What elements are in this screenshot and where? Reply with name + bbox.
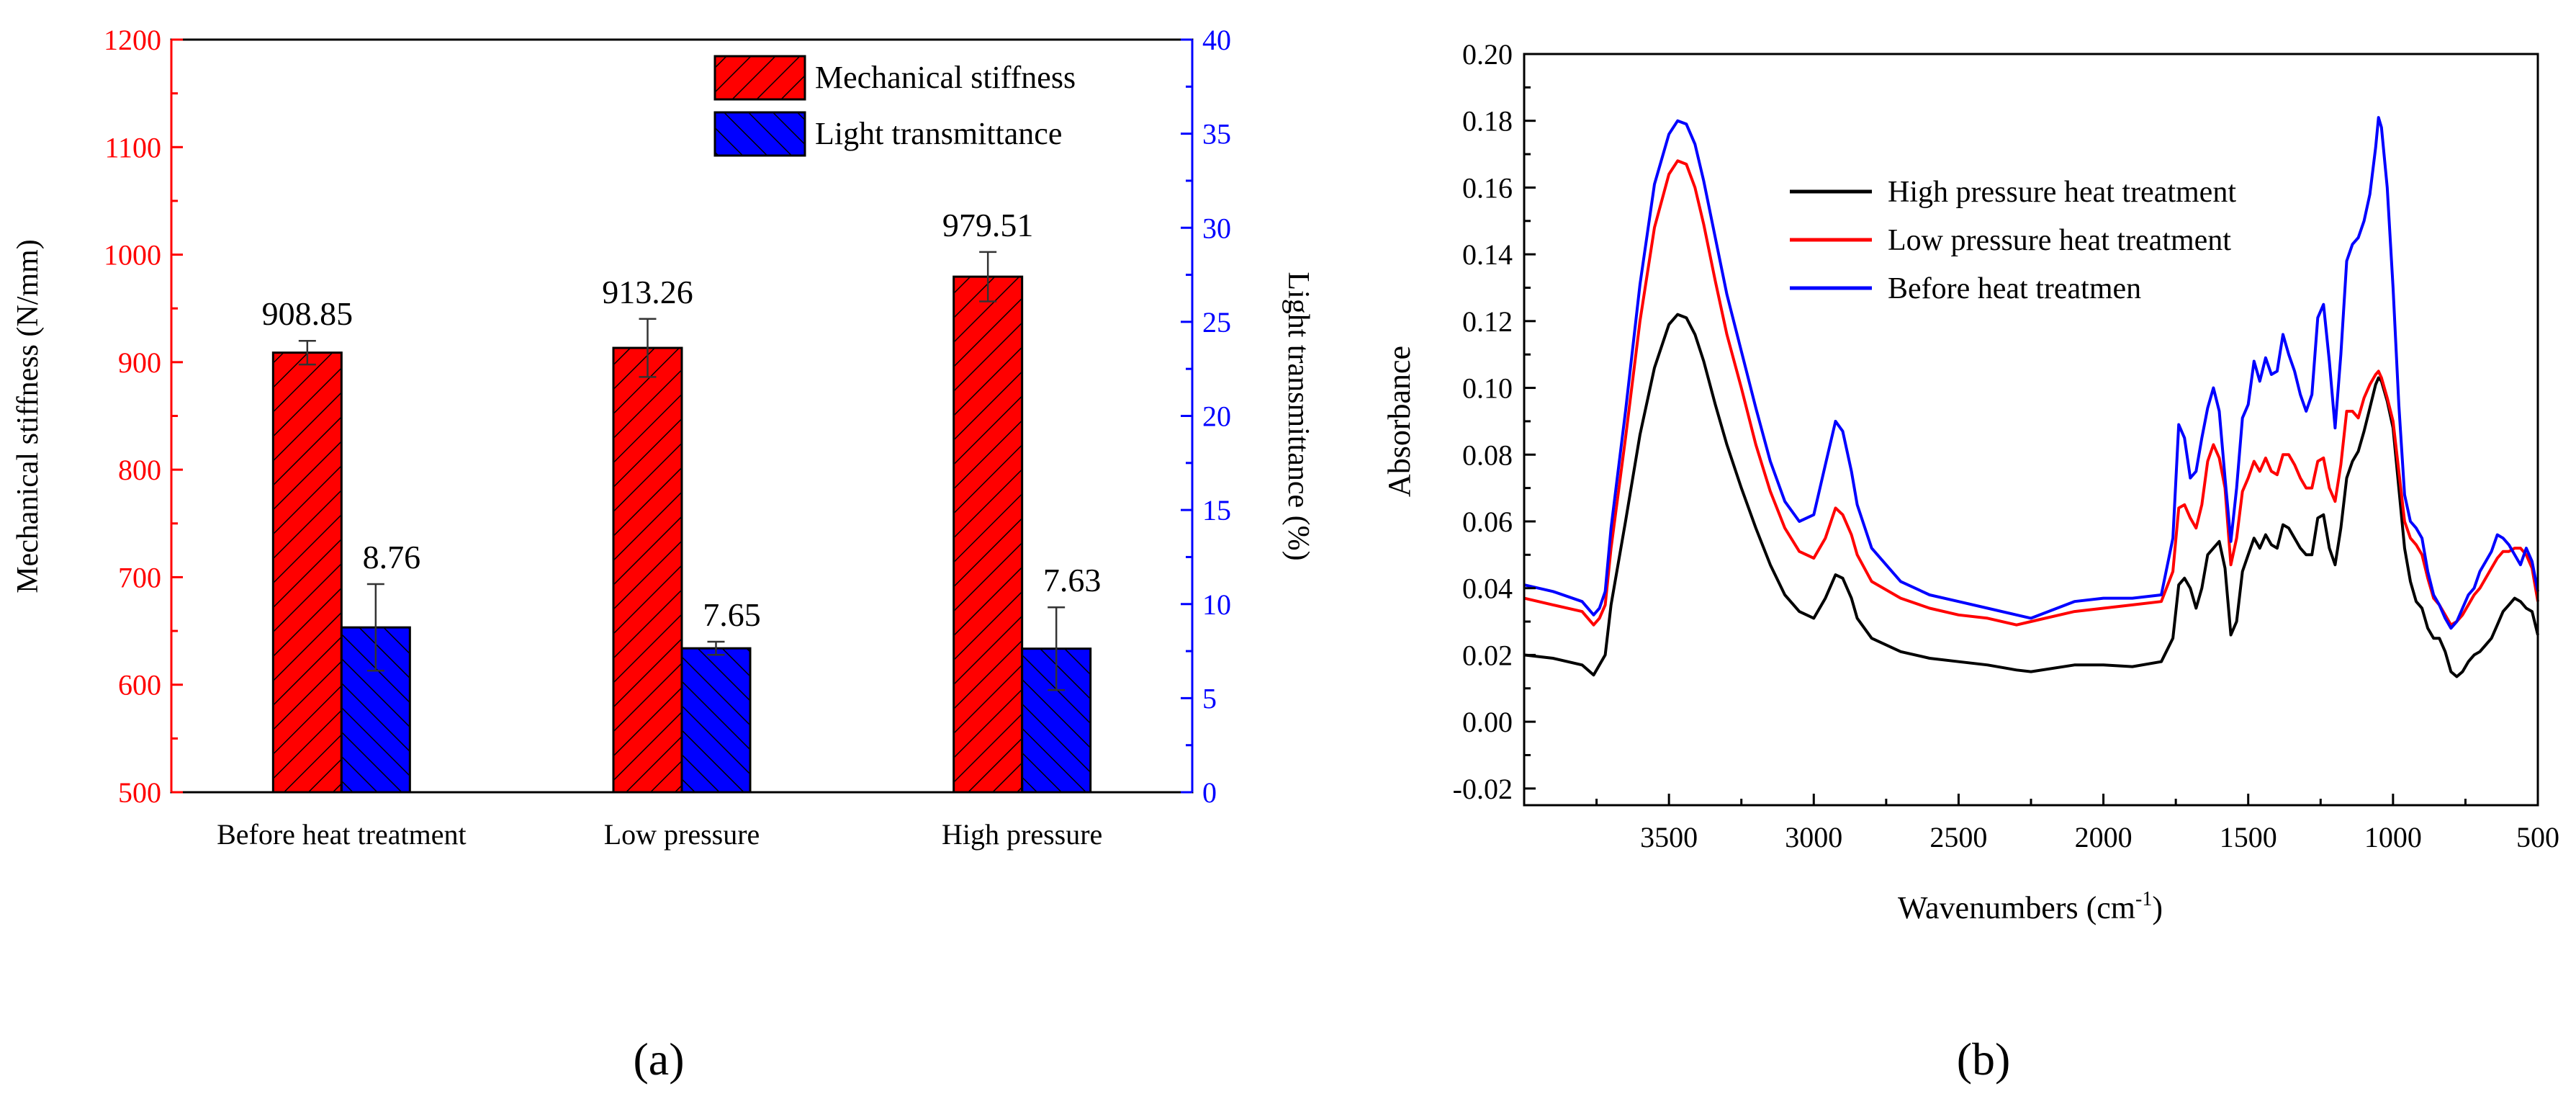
legend: High pressure heat treatment Low pressur… (1790, 176, 2236, 305)
panel-a-bar-chart: 908.85 8.76 913.26 7.65 979.51 7.63 500 600 700… (12, 24, 1315, 1085)
data-label-mechanical-stiffness: 908.85 (262, 295, 353, 332)
right-y-tick-label: 35 (1202, 118, 1231, 151)
x-tick-label-high-pressure: High pressure (942, 818, 1102, 851)
y-axis-title: Absorbance (1382, 346, 1417, 497)
left-y-tick-label: 1200 (104, 24, 161, 56)
x-tick-label: 3000 (1785, 821, 1842, 853)
x-tick-label-low-pressure: Low pressure (604, 818, 760, 851)
right-y-tick-label: 40 (1202, 24, 1231, 56)
left-y-tick-label: 800 (118, 454, 161, 486)
left-y-axis-title: Mechanical stiffness (N/mm) (12, 239, 45, 593)
legend-label-before-heat-treatment: Before heat treatmen (1888, 272, 2141, 305)
left-y-tick-label: 600 (118, 669, 161, 701)
right-y-tick-label: 15 (1202, 494, 1231, 526)
y-tick-label: 0.02 (1462, 639, 1513, 671)
legend-label-mechanical-stiffness: Mechanical stiffness (815, 60, 1076, 95)
y-tick-label: 0.00 (1462, 706, 1513, 738)
x-tick-label: 2000 (2075, 821, 2133, 853)
x-axis-title: Wavenumbers (cm-1) (1898, 888, 2163, 925)
legend-label-high-pressure: High pressure heat treatment (1888, 176, 2236, 209)
data-label-light-transmittance: 8.76 (363, 539, 421, 575)
y-tick-label: 0.18 (1462, 105, 1513, 138)
x-axis-title-close: ) (2152, 890, 2163, 925)
x-tick-label: 2500 (1929, 821, 1987, 853)
left-y-tick-label: 1100 (104, 131, 161, 163)
right-y-axis-title: Light transmittance (%) (1282, 272, 1315, 560)
bar-mechanical-stiffness-low-pressure (612, 346, 683, 794)
legend-swatch-mechanical-stiffness (713, 55, 806, 101)
data-label-mechanical-stiffness: 979.51 (942, 207, 1034, 243)
x-axis-title-superscript: -1 (2135, 888, 2152, 910)
legend-label-light-transmittance: Light transmittance (815, 116, 1062, 151)
data-label-light-transmittance: 7.65 (703, 596, 761, 633)
data-label-mechanical-stiffness: 913.26 (602, 274, 693, 310)
y-tick-label: -0.02 (1453, 773, 1513, 805)
y-tick-label: 0.08 (1462, 439, 1513, 471)
bar-light-transmittance-low-pressure (680, 647, 752, 794)
legend-swatch-light-transmittance (713, 111, 806, 157)
legend-label-low-pressure: Low pressure heat treatment (1888, 224, 2231, 257)
bar-mechanical-stiffness-high-pressure (953, 275, 1024, 794)
x-axis-title-main: Wavenumbers (cm (1898, 890, 2135, 925)
x-tick-label: 1000 (2364, 821, 2422, 853)
right-y-tick-label: 20 (1202, 400, 1231, 433)
x-tick-label: 1500 (2220, 821, 2277, 853)
legend: Mechanical stiffness Light transmittance (713, 55, 1076, 157)
right-y-tick-label: 10 (1202, 588, 1231, 621)
y-tick-label: 0.14 (1462, 238, 1513, 271)
left-y-tick-label: 1000 (104, 239, 161, 272)
y-tick-label: 0.10 (1462, 372, 1513, 405)
y-tick-label: 0.16 (1462, 171, 1513, 204)
y-tick-label: 0.20 (1462, 38, 1513, 71)
data-label-light-transmittance: 7.63 (1043, 562, 1102, 598)
x-tick-label: 3500 (1640, 821, 1698, 853)
y-tick-label: 0.06 (1462, 506, 1513, 538)
left-y-tick-label: 900 (118, 346, 161, 379)
y-tick-label: 0.12 (1462, 305, 1513, 338)
panel-label-b: (b) (1957, 1033, 2011, 1085)
left-y-tick-label: 500 (118, 776, 161, 809)
x-tick-label-before-heat-treatment: Before heat treatment (217, 818, 466, 851)
x-tick-label: 500 (2516, 821, 2559, 853)
right-y-tick-label: 0 (1202, 776, 1217, 809)
panel-label-a: (a) (633, 1033, 684, 1085)
bar-mechanical-stiffness-before-heat-treatment (271, 351, 343, 794)
series-line-before-heat-treatmen (1523, 116, 2539, 630)
right-y-tick-label: 30 (1202, 212, 1231, 244)
panel-b-line-chart: -0.02 0.00 0.02 0.04 0.06 0.08 0.10 0.12 0.14 0.1… (1382, 38, 2559, 1085)
series-line-high-pressure-heat-treatment (1523, 313, 2539, 678)
right-y-tick-label: 25 (1202, 306, 1231, 338)
left-y-tick-label: 700 (118, 561, 161, 593)
y-tick-label: 0.04 (1462, 573, 1513, 605)
right-y-tick-label: 5 (1202, 682, 1217, 714)
